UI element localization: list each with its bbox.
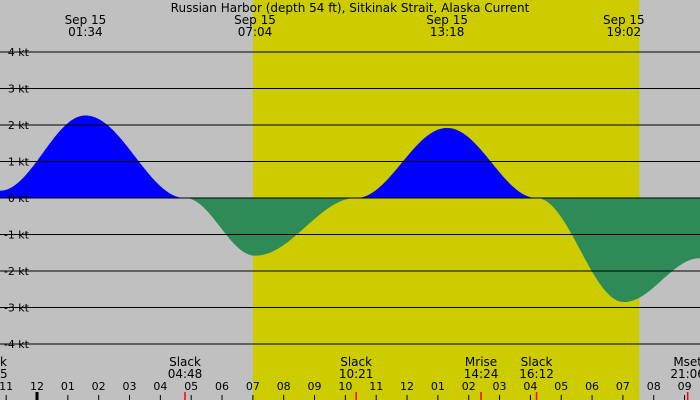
hour-tick-label-1: 12 bbox=[30, 380, 44, 393]
hour-tick-label-6: 05 bbox=[184, 380, 198, 393]
hour-tick-label-16: 03 bbox=[493, 380, 507, 393]
y-tick-label-2: 2 kt bbox=[8, 119, 30, 132]
hour-tick-label-18: 05 bbox=[554, 380, 568, 393]
hour-tick-label-12: 11 bbox=[369, 380, 383, 393]
hour-tick-label-2: 01 bbox=[61, 380, 75, 393]
peak-time-label-1: 07:04 bbox=[238, 25, 273, 39]
event-name-2: Slack bbox=[340, 355, 372, 369]
event-time-4: 16:12 bbox=[519, 367, 554, 381]
hour-tick-label-15: 02 bbox=[462, 380, 476, 393]
hour-tick-label-11: 10 bbox=[338, 380, 352, 393]
peak-date-label-2: Sep 15 bbox=[426, 13, 468, 27]
peak-time-label-3: 19:02 bbox=[607, 25, 642, 39]
y-tick-label-0: 4 kt bbox=[8, 46, 30, 59]
event-name-0: k bbox=[0, 355, 7, 369]
event-time-5: 21:06 bbox=[670, 367, 700, 381]
hour-tick-label-13: 12 bbox=[400, 380, 414, 393]
current-area bbox=[0, 115, 700, 303]
hour-tick-label-9: 08 bbox=[277, 380, 291, 393]
event-time-2: 10:21 bbox=[339, 367, 374, 381]
event-time-3: 14:24 bbox=[464, 367, 499, 381]
y-tick-label-1: 3 kt bbox=[8, 83, 30, 96]
event-labels: k5Slack04:48Slack10:21Mrise14:24Slack16:… bbox=[0, 355, 700, 400]
event-time-0: 5 bbox=[0, 367, 8, 381]
ebb-area-3 bbox=[537, 198, 700, 303]
hour-tick-label-19: 06 bbox=[585, 380, 599, 393]
flood-area-2 bbox=[357, 127, 537, 198]
y-tick-label-5: -1 kt bbox=[4, 229, 30, 242]
hour-tick-label-10: 09 bbox=[308, 380, 322, 393]
hour-tick-label-5: 04 bbox=[153, 380, 167, 393]
event-name-4: Slack bbox=[521, 355, 553, 369]
peak-time-label-0: 01:34 bbox=[68, 25, 103, 39]
flood-area-0 bbox=[0, 115, 186, 198]
peak-date-label-0: Sep 15 bbox=[65, 13, 107, 27]
y-tick-label-3: 1 kt bbox=[8, 156, 30, 169]
y-tick-label-4: 0 kt bbox=[8, 192, 30, 205]
hour-tick-label-21: 08 bbox=[647, 380, 661, 393]
hour-tick-label-0: 11 bbox=[0, 380, 13, 393]
peak-time-label-2: 13:18 bbox=[430, 25, 465, 39]
hour-tick-label-7: 06 bbox=[215, 380, 229, 393]
peak-date-label-3: Sep 15 bbox=[603, 13, 645, 27]
y-tick-label-7: -3 kt bbox=[4, 302, 30, 315]
y-tick-label-8: -4 kt bbox=[4, 338, 30, 351]
ebb-area-1 bbox=[186, 198, 357, 256]
event-time-1: 04:48 bbox=[168, 367, 203, 381]
gridlines bbox=[0, 51, 700, 345]
hour-axis: 11 12 01 02 03 04 05 06 07 08 09 10 11 12 01 02 03 04 05 06… bbox=[0, 380, 692, 400]
event-name-3: Mrise bbox=[465, 355, 497, 369]
peak-date-label-1: Sep 15 bbox=[234, 13, 276, 27]
event-name-1: Slack bbox=[169, 355, 201, 369]
event-name-5: Mset bbox=[673, 355, 700, 369]
hour-tick-label-3: 02 bbox=[92, 380, 106, 393]
hour-tick-label-20: 07 bbox=[616, 380, 630, 393]
hour-tick-label-8: 07 bbox=[246, 380, 260, 393]
chart-title: Russian Harbor (depth 54 ft), Sitkinak S… bbox=[171, 1, 530, 15]
hour-tick-label-14: 01 bbox=[431, 380, 445, 393]
hour-tick-label-17: 04 bbox=[523, 380, 537, 393]
hour-tick-label-22: 09 bbox=[678, 380, 692, 393]
hour-tick-label-4: 03 bbox=[123, 380, 137, 393]
y-tick-label-6: -2 kt bbox=[4, 265, 30, 278]
y-axis-ticks: 4 kt 3 kt 2 kt 1 kt 0 kt -1 kt -2 kt -3 kt -4 kt bbox=[4, 46, 30, 351]
